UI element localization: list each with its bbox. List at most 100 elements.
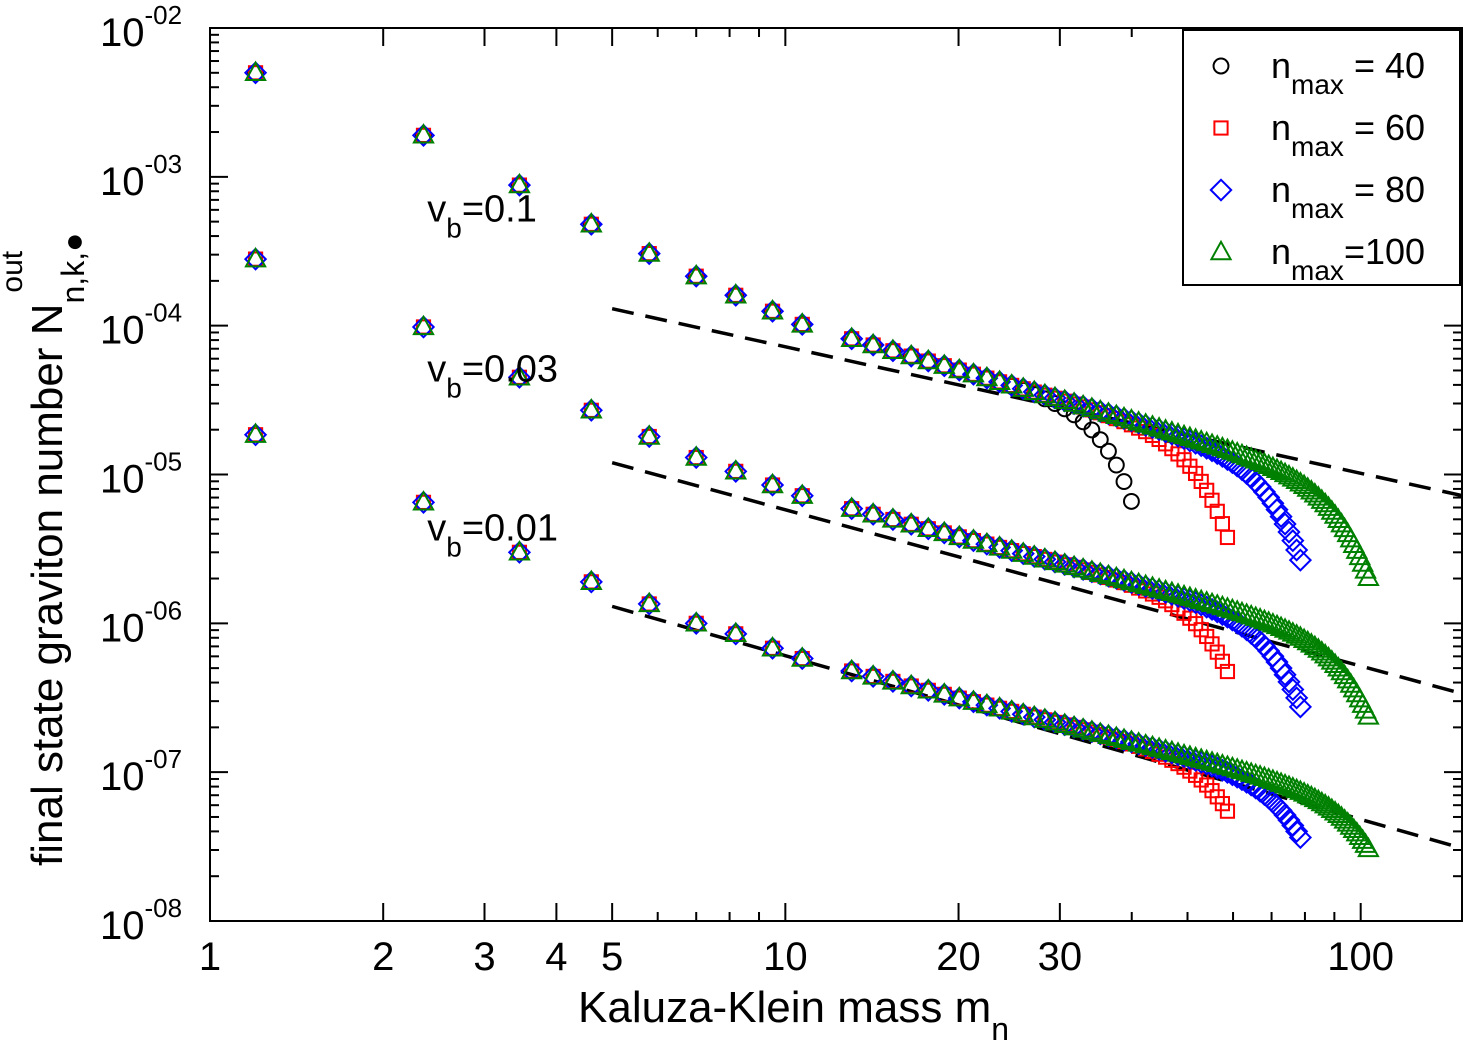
x-tick-label: 1	[199, 935, 221, 979]
point-n80	[1104, 566, 1128, 590]
point-n80	[507, 173, 532, 197]
point-n80	[579, 212, 603, 236]
point-n80	[1119, 730, 1144, 754]
x-tick-label: 10	[763, 935, 808, 979]
point-n100	[684, 611, 708, 632]
point-n100	[917, 348, 940, 370]
point-n100	[975, 365, 999, 387]
point-n100	[1230, 442, 1254, 464]
point-n100	[861, 502, 885, 523]
point-n100	[1221, 439, 1244, 460]
point-n100	[975, 531, 999, 553]
point-n80	[1288, 695, 1313, 719]
point-n100	[790, 312, 814, 333]
x-tick-label: 30	[1038, 935, 1083, 979]
point-n100	[1235, 602, 1258, 623]
point-n100	[1043, 385, 1067, 407]
point-n80	[916, 349, 940, 373]
point-n80	[932, 682, 956, 706]
point-n100	[580, 569, 603, 591]
point-n100	[1195, 748, 1218, 770]
point-n100	[962, 689, 985, 710]
point-n80	[243, 61, 268, 85]
point-n80	[840, 659, 864, 683]
point-n100	[1225, 599, 1249, 620]
velocity-label: vb=0.01	[427, 508, 558, 563]
legend-label: nmax = 40	[1271, 45, 1425, 100]
point-n80	[916, 678, 940, 702]
point-n80	[916, 517, 940, 541]
point-n100	[861, 664, 885, 685]
point-n100	[840, 496, 863, 517]
point-n80	[1172, 426, 1196, 451]
point-n100	[1235, 444, 1258, 465]
point-n80	[861, 664, 885, 689]
data-markers	[243, 60, 1380, 858]
point-n100	[947, 685, 971, 707]
point-n80	[1269, 504, 1293, 529]
point-n100	[1043, 710, 1067, 731]
point-n100	[1120, 569, 1143, 591]
point-n100	[1147, 736, 1171, 757]
point-n100	[1221, 597, 1244, 619]
point-n80	[1172, 586, 1196, 611]
power-law-line	[611, 604, 1463, 850]
point-n100	[932, 682, 956, 703]
point-n100	[1127, 571, 1150, 593]
x-tick-label: 3	[473, 935, 495, 979]
point-n80	[684, 611, 708, 635]
point-n100	[1184, 587, 1207, 608]
point-n80	[1178, 746, 1202, 771]
point-n100	[1178, 744, 1202, 765]
point-n80	[1112, 728, 1136, 752]
point-n80	[899, 512, 923, 536]
point-n80	[684, 445, 708, 470]
point-n80	[790, 312, 814, 337]
point-n100	[1205, 434, 1229, 455]
point-n80	[1273, 512, 1297, 536]
point-n80	[579, 570, 603, 594]
point-n60	[1214, 653, 1231, 669]
point-n80	[1112, 568, 1136, 593]
point-n80	[1127, 572, 1151, 597]
point-n100	[947, 524, 971, 546]
point-n100	[1160, 739, 1184, 761]
point-n100	[1011, 376, 1035, 397]
point-n100	[1178, 585, 1202, 606]
point-n100	[412, 314, 435, 336]
point-n100	[861, 332, 885, 354]
point-n100	[1195, 430, 1218, 452]
point-n80	[1119, 409, 1144, 433]
point-n80	[1277, 670, 1301, 694]
point-n80	[840, 327, 864, 351]
point-n100	[881, 669, 905, 690]
point-n100	[1239, 446, 1263, 467]
point-n60	[1219, 663, 1236, 680]
point-n100	[899, 512, 923, 533]
legend-marker-n40	[1212, 57, 1230, 75]
point-n80	[724, 459, 748, 483]
point-n100	[975, 692, 999, 714]
point-n80	[411, 315, 436, 339]
point-n80	[1281, 529, 1305, 553]
point-n80	[861, 502, 885, 526]
point-n100	[1244, 448, 1267, 469]
point-n100	[1200, 591, 1224, 613]
y-tick-label: 10-08	[100, 893, 182, 948]
point-n60	[1209, 644, 1225, 660]
point-n100	[1134, 412, 1157, 433]
point-n100	[244, 422, 267, 443]
legend: nmax = 40 nmax = 60 nmax = 80 nmax=100	[1182, 29, 1461, 286]
point-n100	[1160, 420, 1184, 441]
point-n100	[1160, 580, 1184, 602]
point-n80	[1288, 548, 1313, 572]
point-n100	[1134, 573, 1157, 594]
point-n60	[1188, 465, 1204, 482]
point-n100	[1230, 758, 1254, 780]
legend-label: nmax = 80	[1271, 169, 1425, 224]
point-n100	[580, 398, 603, 419]
point-n80	[1277, 808, 1301, 832]
point-n80	[411, 123, 436, 147]
